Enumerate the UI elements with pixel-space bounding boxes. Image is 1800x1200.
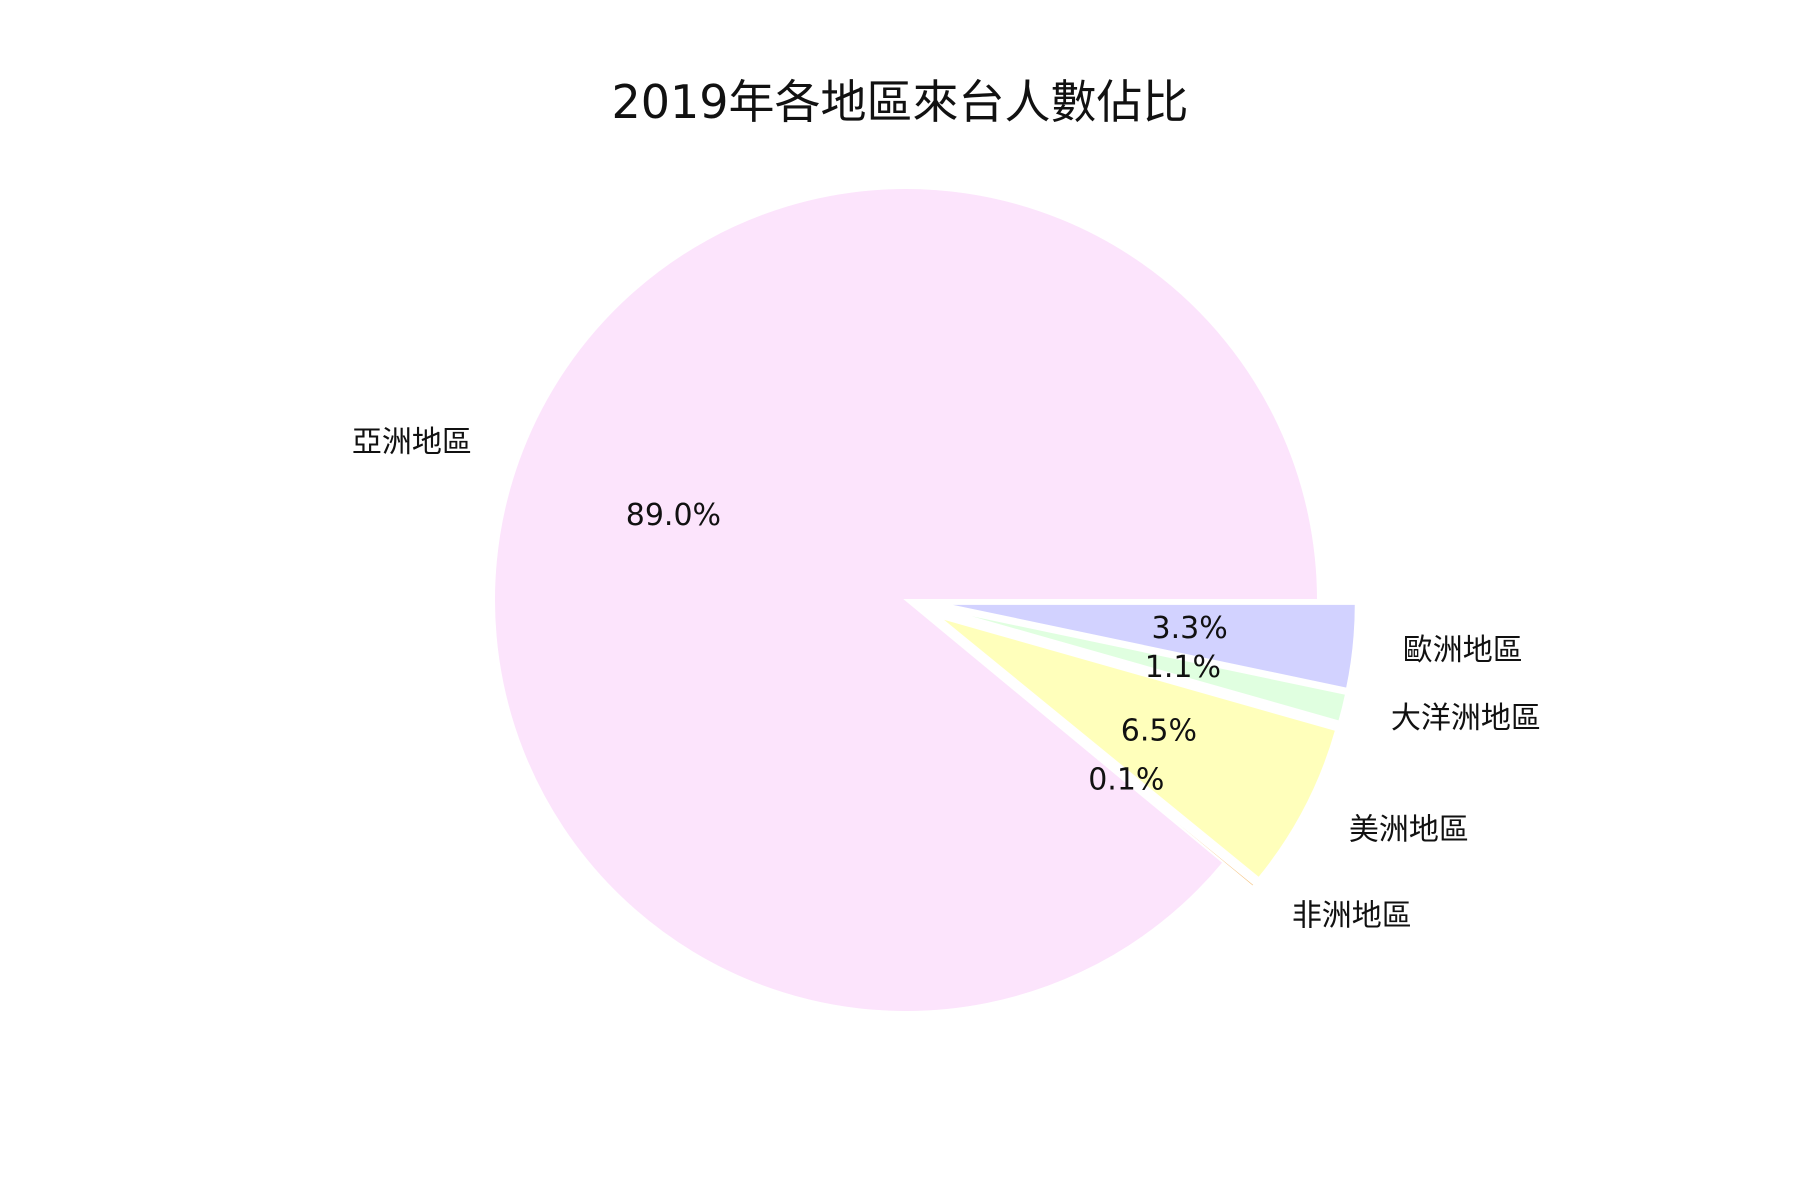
percent-label-4: 89.0% [626,498,721,533]
chart-title: 2019年各地區來台人數佔比 [611,75,1188,129]
slice-label-0: 歐洲地區 [1403,633,1523,668]
slice-label-3: 非洲地區 [1292,899,1412,934]
slices-layer [493,187,1357,1013]
pie-slice-4 [493,187,1320,1013]
percent-label-2: 6.5% [1121,713,1197,748]
percent-label-3: 0.1% [1088,763,1164,798]
percent-label-1: 1.1% [1145,650,1221,685]
slice-label-4: 亞洲地區 [352,425,472,460]
percent-label-0: 3.3% [1152,611,1228,646]
pie-slice-1 [942,608,1348,723]
slice-label-2: 美洲地區 [1349,812,1469,847]
slice-label-1: 大洋洲地區 [1391,701,1541,736]
pie-slice-2 [939,616,1338,880]
labels-layer: 3.3% 歐洲地區 1.1% 大洋洲地區 6.5% 美洲地區 0.1% 非洲地區 89.0% 亞洲… [352,425,1541,933]
pie-slice-0 [943,602,1357,690]
